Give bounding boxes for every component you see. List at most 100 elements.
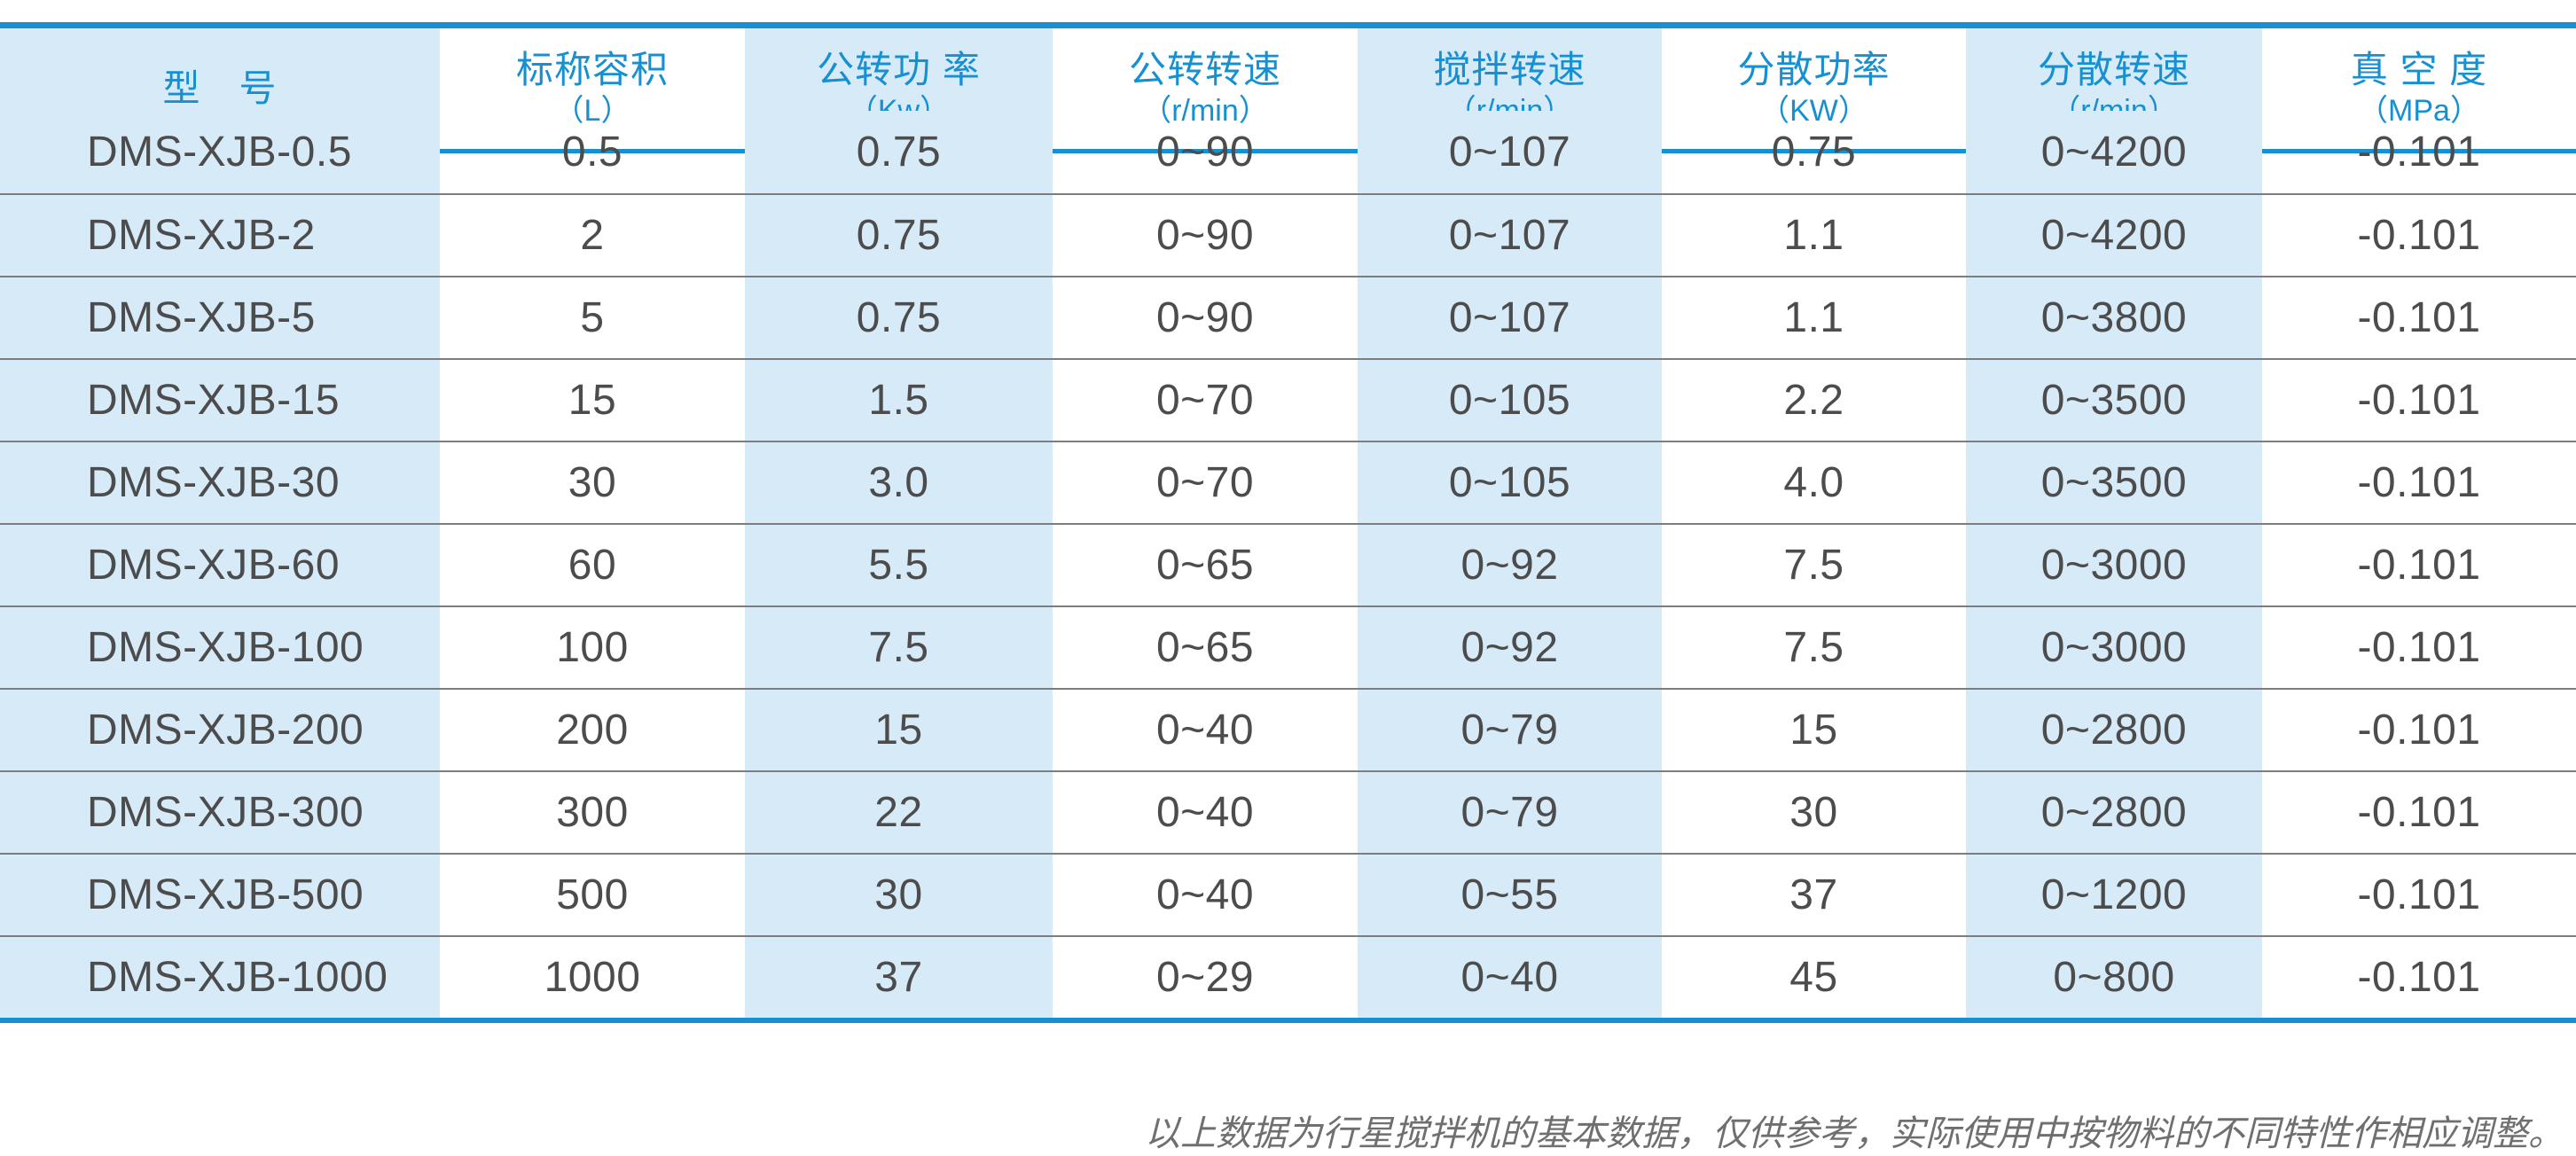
value-cell: 0~40 bbox=[1053, 770, 1358, 853]
value-cell: 0~65 bbox=[1053, 605, 1358, 688]
header-unit: （KW） bbox=[1759, 94, 1868, 128]
model-cell: DMS-XJB-2 bbox=[0, 193, 440, 276]
table-bottom-border bbox=[0, 1018, 2576, 1023]
model-cell: DMS-XJB-60 bbox=[0, 523, 440, 605]
header-unit: （r/min） bbox=[1141, 94, 1269, 128]
value-cell: 0~3000 bbox=[1966, 523, 2262, 605]
header-title: 标称容积 bbox=[515, 49, 669, 90]
table-top-border bbox=[0, 22, 2576, 28]
value-cell: 0~105 bbox=[1358, 358, 1662, 441]
value-cell: 7.5 bbox=[1662, 605, 1966, 688]
header-nominal-capacity: 标称容积 （L） bbox=[440, 28, 745, 153]
value-cell: 0~4200 bbox=[1966, 111, 2262, 193]
header-title: 搅拌转速 bbox=[1433, 49, 1586, 90]
value-cell: 22 bbox=[745, 770, 1053, 853]
header-title: 分散转速 bbox=[2037, 49, 2190, 90]
table-grid: 型 号 标称容积 （L） 公转功 率 （Kw） 公转转速 （r/min） 搅拌转… bbox=[0, 28, 2576, 1018]
value-cell: 7.5 bbox=[1662, 523, 1966, 605]
value-cell: 200 bbox=[440, 688, 745, 770]
value-cell: 1.1 bbox=[1662, 193, 1966, 276]
value-cell: 0~105 bbox=[1358, 441, 1662, 523]
value-cell: 0.75 bbox=[745, 193, 1053, 276]
value-cell: 0~1200 bbox=[1966, 853, 2262, 935]
value-cell: 0~79 bbox=[1358, 688, 1662, 770]
value-cell: -0.101 bbox=[2262, 935, 2576, 1018]
header-title: 公转转速 bbox=[1128, 49, 1281, 90]
header-unit: （L） bbox=[553, 94, 631, 128]
value-cell: 0~79 bbox=[1358, 770, 1662, 853]
model-cell: DMS-XJB-0.5 bbox=[0, 111, 440, 193]
value-cell: 0.5 bbox=[561, 129, 623, 176]
value-cell: 0~3500 bbox=[1966, 358, 2262, 441]
value-cell: 0~2800 bbox=[1966, 770, 2262, 853]
value-cell: 15 bbox=[745, 688, 1053, 770]
header-title: 型 号 bbox=[162, 67, 278, 109]
value-cell: 100 bbox=[440, 605, 745, 688]
value-cell: 0~4200 bbox=[1966, 193, 2262, 276]
header-dispersion-power: 分散功率 （KW） bbox=[1662, 28, 1966, 153]
model-cell: DMS-XJB-30 bbox=[0, 441, 440, 523]
value-cell: -0.101 bbox=[2262, 853, 2576, 935]
value-cell: 7.5 bbox=[745, 605, 1053, 688]
value-cell: 0~3000 bbox=[1966, 605, 2262, 688]
value-cell: 0~92 bbox=[1358, 523, 1662, 605]
header-title: 分散功率 bbox=[1737, 49, 1891, 90]
model-cell: DMS-XJB-200 bbox=[0, 688, 440, 770]
value-cell: 0~2800 bbox=[1966, 688, 2262, 770]
value-cell: 0~107 bbox=[1358, 193, 1662, 276]
value-cell: 5 bbox=[440, 276, 745, 358]
value-cell: 0~92 bbox=[1358, 605, 1662, 688]
value-cell: 0.75 bbox=[745, 276, 1053, 358]
value-cell: 0~90 bbox=[1053, 276, 1358, 358]
model-cell: DMS-XJB-15 bbox=[0, 358, 440, 441]
value-cell: 0~107 bbox=[1358, 276, 1662, 358]
value-cell: 0~3800 bbox=[1966, 276, 2262, 358]
value-cell: 0~40 bbox=[1053, 688, 1358, 770]
model-cell: DMS-XJB-100 bbox=[0, 605, 440, 688]
value-cell: 45 bbox=[1662, 935, 1966, 1018]
value-cell: 300 bbox=[440, 770, 745, 853]
value-cell: -0.101 bbox=[2262, 523, 2576, 605]
value-cell: -0.101 bbox=[2262, 441, 2576, 523]
value-cell: 0~40 bbox=[1358, 935, 1662, 1018]
value-cell: 1.5 bbox=[745, 358, 1053, 441]
value-cell: 4.0 bbox=[1662, 441, 1966, 523]
value-cell: -0.101 bbox=[2262, 358, 2576, 441]
value-cell: 37 bbox=[745, 935, 1053, 1018]
spec-table: 型 号 标称容积 （L） 公转功 率 （Kw） 公转转速 （r/min） 搅拌转… bbox=[0, 22, 2576, 1023]
value-cell: 30 bbox=[745, 853, 1053, 935]
value-cell: 0~29 bbox=[1053, 935, 1358, 1018]
value-cell: 1000 bbox=[440, 935, 745, 1018]
value-cell: 0~55 bbox=[1358, 853, 1662, 935]
value-cell: -0.101 bbox=[2357, 129, 2481, 176]
value-cell: 0~90 bbox=[1155, 129, 1255, 176]
header-title: 真 空 度 bbox=[2350, 49, 2488, 90]
footnote: 以上数据为行星搅拌机的基本数据，仅供参考，实际使用中按物料的不同特性作相应调整。 bbox=[1145, 1113, 2564, 1154]
model-cell: DMS-XJB-5 bbox=[0, 276, 440, 358]
value-cell: 2.2 bbox=[1662, 358, 1966, 441]
value-cell: 37 bbox=[1662, 853, 1966, 935]
value-cell: 30 bbox=[440, 441, 745, 523]
value-cell: 0.75 bbox=[745, 111, 1053, 193]
value-cell: 0~40 bbox=[1053, 853, 1358, 935]
value-cell: 3.0 bbox=[745, 441, 1053, 523]
value-cell: 15 bbox=[1662, 688, 1966, 770]
value-cell: 0~107 bbox=[1358, 111, 1662, 193]
spec-sheet: 型 号 标称容积 （L） 公转功 率 （Kw） 公转转速 （r/min） 搅拌转… bbox=[0, 22, 2576, 1154]
model-cell: DMS-XJB-1000 bbox=[0, 935, 440, 1018]
value-cell: 5.5 bbox=[745, 523, 1053, 605]
model-cell: DMS-XJB-300 bbox=[0, 770, 440, 853]
value-cell: -0.101 bbox=[2262, 688, 2576, 770]
header-title: 公转功 率 bbox=[817, 49, 981, 90]
value-cell: -0.101 bbox=[2262, 770, 2576, 853]
value-cell: 0~3500 bbox=[1966, 441, 2262, 523]
value-cell: -0.101 bbox=[2262, 605, 2576, 688]
model-cell: DMS-XJB-500 bbox=[0, 853, 440, 935]
value-cell: -0.101 bbox=[2262, 276, 2576, 358]
value-cell: 0.75 bbox=[1771, 129, 1857, 176]
value-cell: 0~800 bbox=[1966, 935, 2262, 1018]
value-cell: 500 bbox=[440, 853, 745, 935]
value-cell: 0~70 bbox=[1053, 441, 1358, 523]
value-cell: 0~65 bbox=[1053, 523, 1358, 605]
value-cell: -0.101 bbox=[2262, 193, 2576, 276]
